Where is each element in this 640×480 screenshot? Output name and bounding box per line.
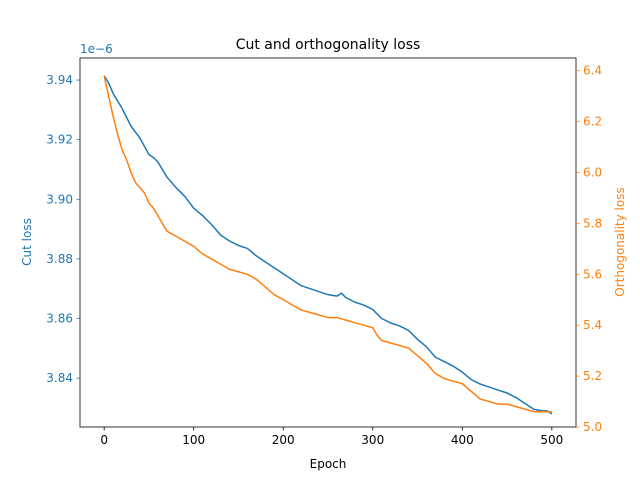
left-y-tick-label: 3.84 [46,371,73,385]
left-y-tick-label: 3.94 [46,73,73,87]
right-y-axis-label: Orthogonality loss [613,187,627,296]
right-y-tick-label: 5.6 [583,267,602,281]
right-y-tick-label: 5.4 [583,318,602,332]
x-tick-label: 300 [361,433,384,447]
right-y-tick-label: 5.0 [583,420,602,434]
left-y-tick-label: 3.86 [46,312,73,326]
left-y-tick-label: 3.88 [46,252,73,266]
x-tick-label: 400 [451,433,474,447]
x-tick-label: 200 [272,433,295,447]
x-axis-label: Epoch [310,457,347,471]
cut-loss-line [103,75,553,415]
plot-frame [79,57,577,428]
chart-title: Cut and orthogonality loss [236,37,421,53]
right-y-tick-label: 6.4 [583,64,602,78]
x-tick-label: 500 [540,433,563,447]
x-tick-label: 100 [182,433,205,447]
x-tick-label: 0 [100,433,108,447]
axes [79,57,577,428]
left-y-axis-label: Cut loss [20,218,34,266]
right-y-tick-label: 5.2 [583,369,602,383]
plot-lines [103,75,553,415]
right-y-tick-label: 6.0 [583,166,602,180]
left-axis-offset-label: 1e−6 [80,42,113,56]
left-y-tick-label: 3.92 [46,133,73,147]
orthogonality-loss-line [103,75,552,413]
right-y-tick-label: 5.8 [583,216,602,230]
ticks: 0 100 200 300 400 500 3.84 3.86 3.88 3.90 3.92 3.94… [46,64,602,447]
right-y-tick-label: 6.2 [583,115,602,129]
left-y-tick-label: 3.90 [46,192,73,206]
